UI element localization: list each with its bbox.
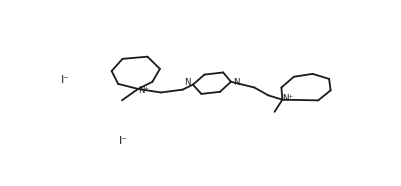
Text: I⁻: I⁻: [61, 75, 69, 85]
Text: N⁺: N⁺: [138, 86, 149, 94]
Text: N: N: [184, 78, 190, 86]
Text: N⁺: N⁺: [282, 94, 293, 103]
Text: I⁻: I⁻: [119, 136, 128, 146]
Text: N: N: [233, 78, 239, 87]
